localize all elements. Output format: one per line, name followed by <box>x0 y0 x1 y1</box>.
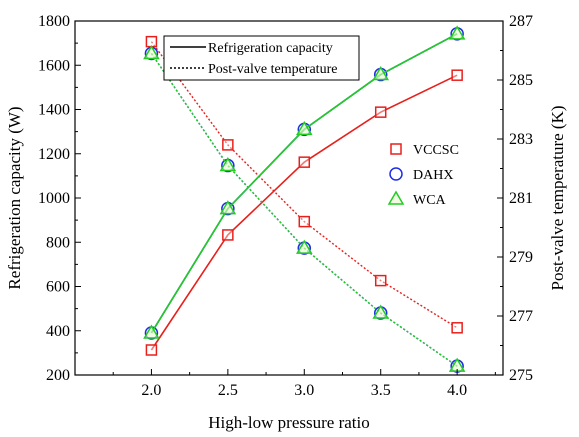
vccsc-temperature-point <box>222 139 234 151</box>
vccsc-temperature-line <box>150 41 458 329</box>
x-tick-label: 2.5 <box>218 382 238 399</box>
legend-dahx-label: DAHX <box>413 168 453 183</box>
wca-temperature-point <box>295 239 313 254</box>
wca-capacity-point <box>143 324 160 339</box>
wca-temperature-point <box>143 44 160 60</box>
legend-circle-marker <box>389 167 403 181</box>
y-left-tick-label: 1800 <box>38 13 70 30</box>
y-right-tick-label: 287 <box>509 13 533 30</box>
y-right-tick-label: 285 <box>509 72 533 89</box>
vccsc-capacity-point <box>374 106 387 118</box>
vccsc-capacity-point <box>298 156 311 168</box>
legend-temperature-label: Post-valve temperature <box>208 62 337 77</box>
vccsc-capacity-point <box>451 69 463 81</box>
legend-wca-label: WCA <box>413 193 447 208</box>
y-left-tick-label: 800 <box>46 234 70 251</box>
x-tick-label: 2.0 <box>141 382 161 399</box>
y-right-tick-label: 275 <box>509 367 533 384</box>
y-left-tick-label: 1200 <box>38 146 70 163</box>
legend-square-marker <box>390 143 402 155</box>
y-left-tick-label: 1000 <box>38 190 70 207</box>
vccsc-temperature-point <box>374 274 387 287</box>
y-left-tick-label: 200 <box>46 367 70 384</box>
vccsc-capacity-point <box>222 229 234 241</box>
wca-temperature-line <box>150 53 458 367</box>
line-style-legend: Refrigeration capacity Post-valve temper… <box>163 35 360 81</box>
line-style-legend-box <box>163 35 360 81</box>
vccsc-temperature-point <box>451 322 463 334</box>
legend-vccsc-label: VCCSC <box>413 143 459 158</box>
y-left-tick-label: 1400 <box>38 102 70 119</box>
y-left-tick-label: 600 <box>46 279 70 296</box>
y-right-tick-label: 277 <box>509 308 533 325</box>
y-left-tick-label: 400 <box>46 323 70 340</box>
y-left-tick-label: 1600 <box>38 57 70 74</box>
x-tick-label: 3.5 <box>371 382 391 399</box>
x-tick-label: 3.0 <box>294 382 314 399</box>
dahx-temperature-line <box>150 53 458 367</box>
wca-capacity-point <box>372 66 390 81</box>
vccsc-capacity-point <box>145 344 158 356</box>
y-right-tick-label: 283 <box>509 131 533 148</box>
vccsc-temperature-point <box>298 215 311 228</box>
x-tick-label: 4.0 <box>447 382 467 399</box>
axes: 2.0 2.5 3.0 3.5 4.0 200 400 600 800 1000 1200 1400 1… <box>38 13 533 399</box>
wca-temperature-point <box>219 157 237 172</box>
series-legend: VCCSC DAHX WCA <box>387 143 459 208</box>
y-axis-left-title: Refrigeration capacity (W) <box>5 106 24 289</box>
plot-content <box>143 25 466 373</box>
wca-capacity-point <box>295 120 313 136</box>
y-axis-right-title: Post-valve temperature (K) <box>548 105 567 290</box>
y-right-tick-label: 281 <box>509 190 533 207</box>
legend-triangle-marker <box>387 190 405 205</box>
wca-temperature-point <box>372 304 390 319</box>
vccsc-capacity-line <box>150 74 458 351</box>
legend-capacity-label: Refrigeration capacity <box>208 41 333 56</box>
y-right-tick-label: 279 <box>509 249 533 266</box>
wca-capacity-point <box>448 25 466 40</box>
wca-capacity-point <box>219 200 237 215</box>
x-axis-title: High-low pressure ratio <box>208 413 369 432</box>
